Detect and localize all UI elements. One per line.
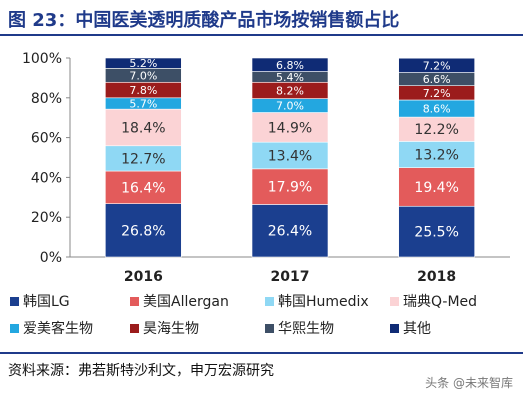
legend-swatch (390, 296, 399, 306)
stacked-bar-chart: 0% 20% 40% 60% 80% 100% 26.8% 16.4% 12.7% 18.4% 5.… (22, 51, 510, 285)
data-label: 17.9% (268, 180, 312, 196)
legend-item: 爱美客生物 (10, 318, 93, 338)
legend-swatch (265, 296, 274, 306)
legend-swatch (10, 323, 19, 333)
data-label: 13.2% (414, 148, 458, 164)
source-divider (0, 352, 523, 354)
legend-swatch (10, 296, 19, 306)
data-label: 26.4% (268, 224, 312, 240)
bar-segment (105, 145, 182, 172)
bar-segment (251, 112, 329, 143)
data-label: 13.4% (268, 149, 312, 165)
data-label: 19.4% (414, 180, 458, 196)
legend-label: 美国Allergan (143, 294, 229, 310)
data-label: 6.6% (423, 73, 451, 86)
legend-swatch (265, 323, 274, 333)
legend-swatch (390, 323, 399, 333)
data-label: 16.4% (121, 180, 165, 196)
bar-segment (251, 141, 329, 170)
data-label: 5.4% (276, 71, 304, 84)
legend-item: 昊海生物 (130, 318, 199, 338)
data-label: 14.9% (268, 120, 312, 136)
data-label: 7.0% (129, 69, 157, 82)
y-tick-label: 100% (22, 51, 62, 67)
bar-segment (251, 204, 329, 258)
legend-label: 昊海生物 (143, 321, 199, 337)
legend-item: 美国Allergan (130, 291, 229, 311)
x-tick-label: 2017 (271, 269, 310, 285)
data-label: 12.7% (121, 151, 165, 167)
legend-swatch (130, 323, 139, 333)
bar-segment (251, 168, 329, 205)
data-label: 26.8% (121, 223, 165, 239)
title-bar: 图 23：中国医美透明质酸产品市场按销售额占比 (0, 0, 523, 36)
source-note: 资料来源：弗若斯特沙利文，申万宏源研究 (8, 363, 274, 379)
watermark: 头条 @未来智库 (425, 376, 513, 390)
data-label: 12.2% (414, 122, 458, 138)
y-tick-label: 40% (31, 170, 62, 186)
data-label: 8.2% (276, 84, 304, 97)
chart-title: 图 23：中国医美透明质酸产品市场按销售额占比 (8, 10, 400, 31)
y-tick-label: 80% (31, 91, 62, 107)
data-label: 25.5% (414, 225, 458, 241)
bar-segment (398, 205, 475, 258)
y-tick-label: 0% (40, 250, 62, 266)
data-label: 5.2% (129, 57, 157, 70)
legend-item: 瑞典Q-Med (390, 291, 477, 311)
legend-item: 其他 (390, 318, 431, 338)
data-label: 7.2% (423, 87, 451, 100)
data-label: 8.6% (423, 103, 451, 116)
legend-label: 其他 (403, 321, 431, 337)
bar-segment (105, 170, 182, 204)
bar-segment (105, 57, 182, 69)
legend-swatch (130, 296, 139, 306)
legend-label: 瑞典Q-Med (403, 294, 478, 310)
data-label: 7.2% (423, 59, 451, 72)
legend-label: 韩国Humedix (278, 294, 369, 310)
bar-segment (398, 167, 475, 207)
data-label: 6.8% (276, 59, 304, 72)
bar-segment (105, 203, 182, 258)
data-label: 18.4% (121, 120, 165, 136)
bar-segment (398, 116, 475, 142)
bar-segment (251, 57, 329, 72)
bar-segment (105, 108, 182, 147)
y-tick-label: 60% (31, 131, 62, 147)
legend-item: 华熙生物 (265, 318, 334, 338)
legend-label: 韩国LG (23, 294, 70, 310)
legend-label: 爱美客生物 (23, 321, 93, 337)
data-label: 5.7% (129, 97, 157, 110)
legend-item: 韩国Humedix (265, 291, 369, 311)
x-tick-label: 2018 (417, 269, 456, 285)
data-label: 7.0% (276, 100, 304, 113)
data-label: 7.8% (129, 84, 157, 97)
bar-segment (398, 57, 475, 73)
legend-item: 韩国LG (10, 291, 70, 311)
x-tick-label: 2016 (124, 269, 163, 285)
bar-segment (398, 141, 475, 168)
y-tick-label: 20% (31, 210, 62, 226)
legend-label: 华熙生物 (278, 321, 334, 337)
